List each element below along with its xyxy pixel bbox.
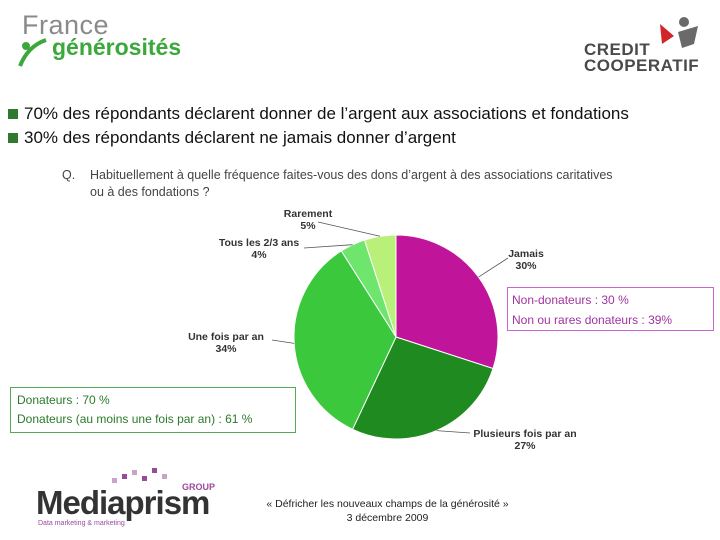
credit-cooperatif-emblem-icon [660,17,698,48]
leader-line-plusieurs-fois-par-an [436,430,471,434]
slice-value: 30% [515,260,537,272]
key-findings-list: 70% des répondants déclarent donner de l… [8,102,629,150]
question-text: Habituellement à quelle fréquence faites… [90,168,613,199]
slice-name: Tous les 2/3 ans [218,237,300,249]
non-donateurs-box: Non-donateurs : 30 % Non ou rares donate… [507,287,714,331]
credit-cooperatif-logo: CREDIT COOPERATIF [584,40,700,75]
footer-caption: « Défricher les nouveaux champs de la gé… [245,497,530,525]
slice-label-rarement: Rarement 5% [268,208,348,232]
france-generosites-logo-top: France [22,10,110,40]
finding-text: 70% des répondants déclarent donner de l… [24,104,629,123]
leader-line-rarement [317,221,381,237]
slice-label-tous-les-2-3-ans: Tous les 2/3 ans 4% [212,237,306,261]
donateurs-annual-text: Donateurs (au moins une fois par an) : 6… [17,412,253,426]
donateurs-text: Donateurs : 70 % [17,393,110,407]
mediaprism-group-label: GROUP [182,482,216,492]
slice-label-plusieurs-fois-par-an: Plusieurs fois par an 27% [465,428,585,452]
pie-slice-une-fois-par-an [293,250,397,430]
non-donateurs-text: Non-donateurs : 30 % [512,293,629,307]
mediaprism-tagline: Data marketing & marketing [38,520,125,527]
slice-value: 34% [215,343,237,355]
slice-name: Plusieurs fois par an [473,428,577,440]
leader-line-jamais [478,257,509,278]
figure-logo-icon [18,38,47,67]
slice-name: Une fois par an [188,331,264,343]
leader-line-une-fois-par-an [271,339,295,344]
leader-line-tous-les-2-3-ans [303,244,353,249]
mediaprism-logo: Mediaprism [36,484,210,521]
donateurs-box: Donateurs : 70 % Donateurs (au moins une… [10,387,296,433]
question-label: Q. [62,168,76,182]
mediaprism-dots-icon [112,468,167,483]
credit-cooperatif-line1: CREDIT [584,40,651,59]
bullet-square-icon [8,133,18,143]
footer-title: « Défricher les nouveaux champs de la gé… [266,498,509,510]
france-generosites-logo-bottom: générosités [52,34,182,60]
finding-item: 70% des répondants déclarent donner de l… [8,102,629,126]
slice-value: 27% [514,440,536,452]
survey-question: Q. Habituellement à quelle fréquence fai… [62,167,622,201]
slice-name: Jamais [508,248,544,260]
non-ou-rares-donateurs-text: Non ou rares donateurs : 39% [512,313,673,327]
finding-text: 30% des répondants déclarent ne jamais d… [24,128,456,147]
slice-label-une-fois-par-an: Une fois par an 34% [180,331,272,355]
bullet-square-icon [8,109,18,119]
finding-item: 30% des répondants déclarent ne jamais d… [8,126,629,150]
pie-slice-plusieurs-fois-par-an [351,336,494,440]
slice-label-jamais: Jamais 30% [496,248,556,272]
credit-cooperatif-line2: COOPERATIF [584,56,700,75]
pie-slice-jamais [395,234,499,370]
slice-name: Rarement [283,208,333,220]
slice-value: 5% [300,220,316,232]
slice-value: 4% [251,249,267,261]
footer-date: 3 décembre 2009 [346,512,429,524]
